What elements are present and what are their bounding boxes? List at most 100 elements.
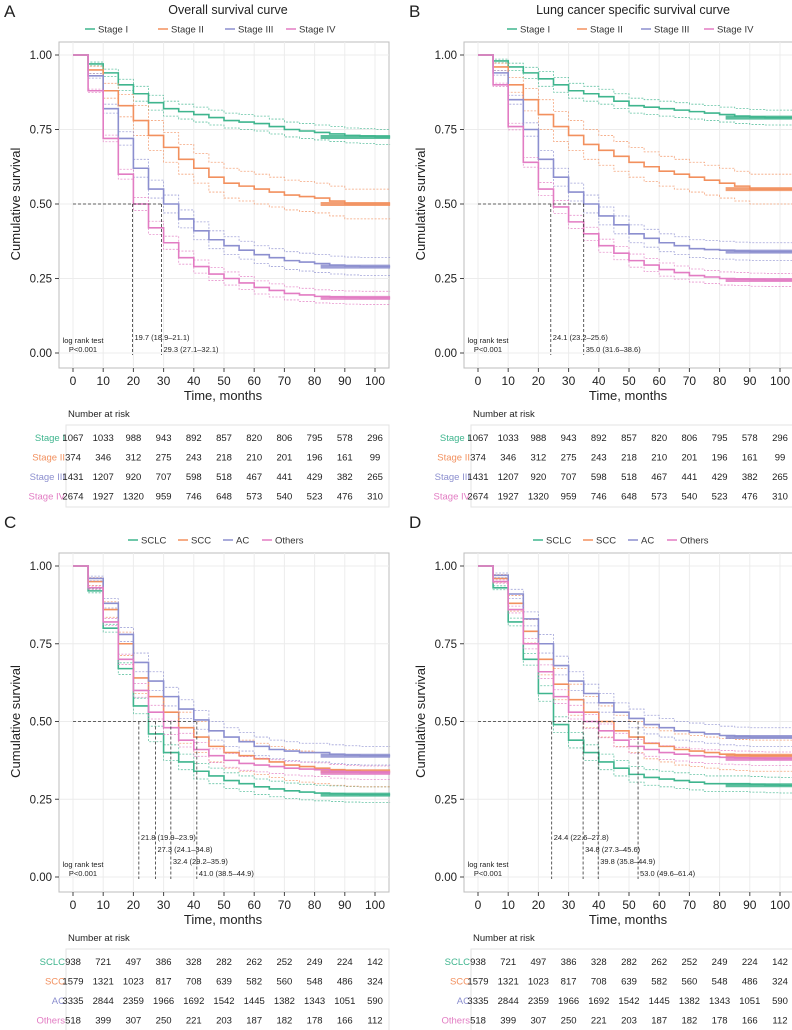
risk-count: 476 <box>337 492 353 503</box>
risk-count: 1207 <box>498 472 519 483</box>
x-tick-label: 100 <box>365 898 385 912</box>
risk-count: 806 <box>276 433 292 444</box>
risk-count: 721 <box>500 957 516 968</box>
risk-count: 1542 <box>618 996 639 1007</box>
p-value-label: P<0.001 <box>69 869 97 878</box>
risk-row-label: AC <box>52 996 65 1007</box>
risk-row-label: SCLC <box>445 957 470 968</box>
legend-label: AC <box>641 536 654 547</box>
x-tick-label: 90 <box>338 898 352 912</box>
p-value-label: P<0.001 <box>69 345 97 354</box>
y-tick-label: 0.00 <box>435 348 457 360</box>
legend-item: Stage II <box>158 25 204 36</box>
risk-row-label: AC <box>457 996 470 1007</box>
legend-label: Stage III <box>654 25 689 36</box>
x-tick-label: 90 <box>743 374 757 388</box>
x-tick-label: 20 <box>127 898 141 912</box>
median-label: 24.4 (22.6–27.8) <box>554 833 610 842</box>
x-tick-label: 30 <box>157 374 171 388</box>
legend-label: Stage IV <box>717 25 754 36</box>
y-tick-label: 0.25 <box>30 794 52 806</box>
y-tick-label: 0.25 <box>435 794 457 806</box>
risk-count: 282 <box>621 957 637 968</box>
risk-row-label: Others <box>441 1016 470 1027</box>
risk-count: 221 <box>186 1016 202 1027</box>
risk-count: 582 <box>246 977 262 988</box>
risk-count: 142 <box>772 957 788 968</box>
x-tick-label: 20 <box>532 898 546 912</box>
risk-count: 817 <box>561 977 577 988</box>
ci-upper-line <box>73 565 391 747</box>
y-axis-label: Cumulative survival <box>413 148 428 261</box>
risk-count: 250 <box>156 1016 172 1027</box>
ci-upper-line <box>478 54 792 175</box>
ci-lower-line <box>478 54 792 287</box>
risk-count: 346 <box>95 453 111 464</box>
risk-count: 161 <box>742 453 758 464</box>
x-axis-label: Time, months <box>184 912 263 927</box>
legend-item: Stage III <box>225 25 273 36</box>
risk-count: 203 <box>216 1016 232 1027</box>
x-axis-label: Time, months <box>589 388 668 403</box>
risk-count: 196 <box>712 453 728 464</box>
risk-count: 2674 <box>467 492 488 503</box>
risk-table-title: Number at risk <box>473 933 535 944</box>
ci-upper-line <box>73 54 391 190</box>
risk-count: 857 <box>621 433 637 444</box>
y-tick-label: 0.50 <box>435 199 457 211</box>
risk-table-row: Stage II 374 346 312 275 243 218 210 201 196 161 99 <box>437 453 785 464</box>
risk-table-frame <box>65 424 390 508</box>
risk-count: 746 <box>186 492 202 503</box>
risk-count: 1927 <box>93 492 114 503</box>
risk-count: 429 <box>307 472 323 483</box>
x-tick-label: 30 <box>562 898 576 912</box>
survival-curve <box>478 54 792 119</box>
ci-lower-line <box>478 54 792 126</box>
legend-label: Stage I <box>98 25 128 36</box>
x-tick-label: 60 <box>248 374 262 388</box>
risk-count: 1033 <box>498 433 519 444</box>
legend-label: SCC <box>596 536 616 547</box>
risk-count: 920 <box>125 472 141 483</box>
x-tick-label: 40 <box>187 898 201 912</box>
legend-item: Stage IV <box>704 25 754 36</box>
risk-count: 1927 <box>498 492 519 503</box>
risk-count: 540 <box>276 492 292 503</box>
median-label: 29.3 (27.1–32.1) <box>163 345 219 354</box>
risk-count: 324 <box>772 977 788 988</box>
risk-count: 328 <box>591 957 607 968</box>
risk-count: 187 <box>651 1016 667 1027</box>
risk-table-row: SCLC 938 721 497 386 328 282 262 252 249 224 142 <box>40 957 383 968</box>
risk-count: 275 <box>561 453 577 464</box>
x-tick-label: 100 <box>770 898 790 912</box>
risk-count: 224 <box>742 957 758 968</box>
test-label: log rank test <box>468 336 510 345</box>
x-tick-label: 20 <box>532 374 546 388</box>
x-tick-label: 30 <box>157 898 171 912</box>
risk-row-label: Stage II <box>437 453 470 464</box>
panel-label: C <box>4 513 16 532</box>
x-tick-label: 80 <box>308 374 322 388</box>
risk-count: 307 <box>125 1016 141 1027</box>
risk-table-row: Others 518 399 307 250 221 203 187 182 178 166 112 <box>36 1016 382 1027</box>
x-axis-label: Time, months <box>589 912 668 927</box>
risk-row-label: Others <box>36 1016 65 1027</box>
risk-count: 243 <box>591 453 607 464</box>
risk-count: 296 <box>367 433 383 444</box>
x-tick-label: 60 <box>248 898 262 912</box>
plot-frame <box>463 41 792 369</box>
risk-count: 518 <box>65 1016 81 1027</box>
y-tick-label: 0.75 <box>435 639 457 651</box>
risk-count: 182 <box>681 1016 697 1027</box>
risk-count: 1023 <box>123 977 144 988</box>
x-tick-label: 20 <box>127 374 141 388</box>
x-tick-label: 10 <box>97 898 111 912</box>
risk-count: 1431 <box>467 472 488 483</box>
risk-count: 3335 <box>467 996 488 1007</box>
